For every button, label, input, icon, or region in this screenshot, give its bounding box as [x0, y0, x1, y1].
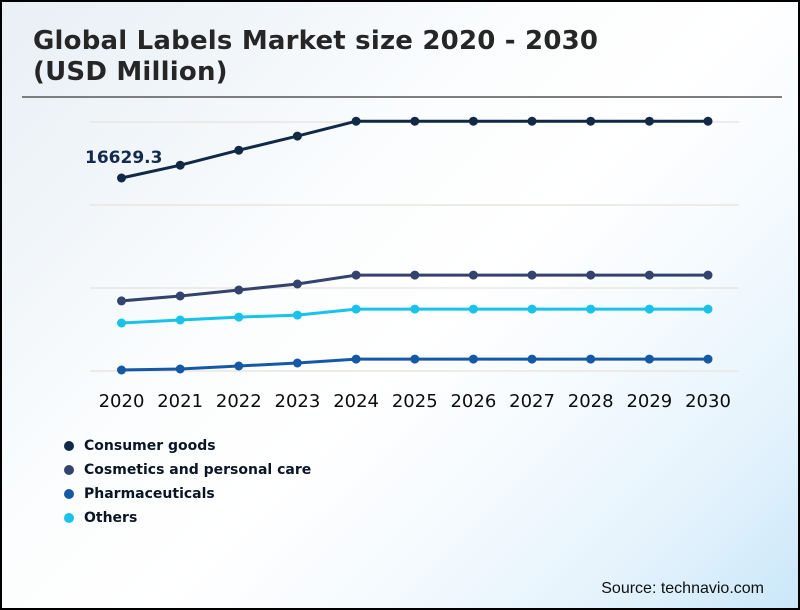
- legend-item: Others: [64, 509, 311, 526]
- legend-dot-icon: [64, 440, 74, 451]
- data-point: [234, 145, 244, 155]
- x-axis-label: 2030: [685, 391, 731, 412]
- data-point: [468, 270, 478, 280]
- x-axis-label: 2026: [450, 391, 497, 412]
- x-axis: 2020 2021 2022 2023 2024 2025 2026 2027 2028 2029…: [2, 391, 798, 413]
- data-point: [410, 270, 420, 280]
- chart-legend: Consumer goods Cosmetics and personal car…: [64, 438, 311, 534]
- data-point: [586, 304, 596, 314]
- data-point: [527, 270, 537, 280]
- data-point: [175, 315, 185, 325]
- data-point: [586, 116, 596, 126]
- x-axis-label: 2022: [215, 391, 262, 412]
- data-point: [351, 116, 361, 126]
- data-point: [292, 131, 302, 141]
- data-point: [644, 304, 654, 314]
- data-point: [644, 354, 654, 364]
- x-axis-label: 2023: [274, 391, 321, 412]
- data-point: [292, 279, 302, 289]
- data-point: [703, 304, 713, 314]
- x-axis-label: 2020: [98, 391, 145, 412]
- data-point: [292, 310, 302, 320]
- source-attribution: Source: technavio.com: [601, 580, 764, 597]
- data-point: [644, 116, 654, 126]
- legend-dot-icon: [64, 512, 74, 523]
- data-point: [410, 354, 420, 364]
- legend-dot-icon: [64, 464, 74, 475]
- data-point: [586, 270, 596, 280]
- x-axis-label: 2021: [157, 391, 204, 412]
- x-axis-label: 2029: [626, 391, 673, 412]
- data-point: [703, 116, 713, 126]
- data-point: [527, 304, 537, 314]
- x-axis-label: 2028: [567, 391, 614, 412]
- x-axis-label: 2027: [509, 391, 555, 412]
- legend-label: Consumer goods: [84, 437, 216, 454]
- data-point: [351, 304, 361, 314]
- data-point: [703, 270, 713, 280]
- data-point: [117, 296, 126, 306]
- data-point: [175, 160, 185, 170]
- data-point: [117, 365, 126, 375]
- data-point: [117, 173, 126, 183]
- data-point: [234, 361, 244, 371]
- title-divider: [22, 96, 782, 98]
- legend-item: Pharmaceuticals: [64, 485, 311, 502]
- data-point: [586, 354, 596, 364]
- data-point: [175, 291, 185, 301]
- legend-item: Consumer goods: [64, 437, 311, 454]
- data-point: [527, 116, 537, 126]
- legend-label: Cosmetics and personal care: [84, 461, 312, 478]
- data-point: [351, 270, 361, 280]
- data-point: [175, 364, 185, 374]
- data-point: [292, 358, 302, 368]
- series-line: [121, 119, 708, 180]
- data-point: [527, 354, 537, 364]
- data-point: [644, 270, 654, 280]
- legend-item: Cosmetics and personal care: [64, 461, 312, 478]
- data-point: [234, 285, 244, 295]
- legend-label: Others: [84, 509, 138, 526]
- page-title: Global Labels Market size 2020 - 2030 (U…: [33, 26, 599, 87]
- data-point: [234, 312, 244, 322]
- legend-dot-icon: [64, 488, 74, 499]
- data-point: [468, 116, 478, 126]
- legend-label: Pharmaceuticals: [84, 485, 215, 502]
- data-point: [468, 304, 478, 314]
- data-point: [410, 116, 420, 126]
- x-axis-label: 2025: [391, 391, 438, 412]
- x-axis-label: 2024: [333, 391, 379, 412]
- data-point-label: 16629.3: [85, 148, 163, 168]
- data-point: [703, 354, 713, 364]
- data-point: [468, 354, 478, 364]
- data-point: [410, 304, 420, 314]
- data-point: [117, 318, 126, 328]
- data-point: [351, 354, 361, 364]
